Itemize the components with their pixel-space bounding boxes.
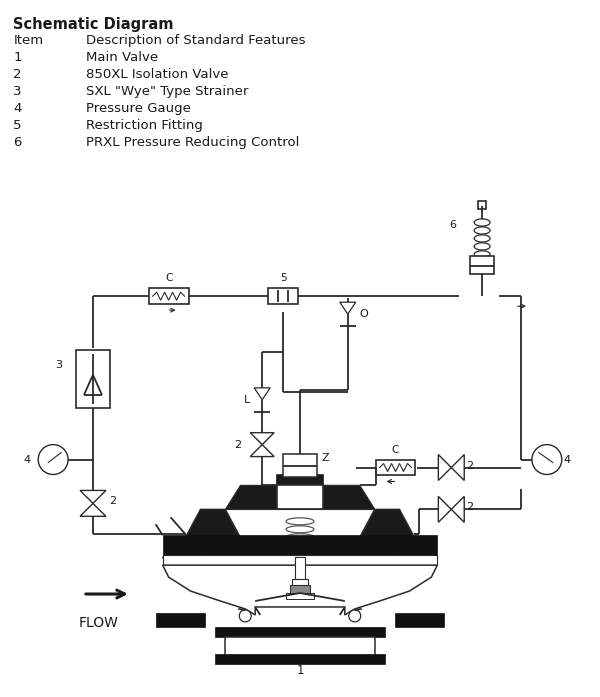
Bar [76,350,110,408]
Polygon shape [340,302,356,314]
Text: 3: 3 [55,360,62,370]
Text: 3: 3 [13,85,22,98]
Text: C: C [392,445,399,454]
Polygon shape [250,445,274,457]
Bar [215,654,385,664]
Text: 1: 1 [296,664,304,677]
Polygon shape [254,388,270,400]
Text: C: C [165,273,172,283]
Bar [376,459,415,475]
Text: 2: 2 [466,461,473,470]
Bar [395,535,437,557]
Polygon shape [163,557,437,565]
Text: 5: 5 [13,119,22,132]
Text: 4: 4 [564,454,571,465]
Bar [226,637,374,657]
Bar [149,289,188,304]
Polygon shape [80,491,106,503]
Bar [163,535,205,557]
Text: 6: 6 [13,136,22,149]
Text: FLOW: FLOW [79,616,119,630]
Text: Restriction Fitting: Restriction Fitting [86,119,203,132]
Text: 5: 5 [280,273,286,283]
Text: O: O [360,309,368,319]
Text: 850XL Isolation Valve: 850XL Isolation Valve [86,68,229,81]
Circle shape [239,610,251,622]
Bar [155,613,205,627]
Text: 2: 2 [235,440,241,450]
Text: 2: 2 [109,496,116,507]
Circle shape [532,445,562,475]
Text: Item: Item [13,34,43,47]
Text: 1: 1 [13,51,22,64]
Text: 6: 6 [449,220,456,231]
Polygon shape [250,433,274,445]
Text: SXL "Wye" Type Strainer: SXL "Wye" Type Strainer [86,85,248,98]
Bar [277,475,323,485]
Bar [292,579,308,585]
Polygon shape [226,510,374,537]
Polygon shape [185,510,240,537]
Bar [478,201,486,208]
Circle shape [38,445,68,475]
Text: PRXL Pressure Reducing Control: PRXL Pressure Reducing Control [86,136,299,149]
Polygon shape [360,510,415,537]
Circle shape [349,610,361,622]
Polygon shape [226,485,277,510]
Bar [395,613,445,627]
Text: 4: 4 [23,454,31,465]
Text: L: L [244,395,251,405]
Text: Description of Standard Features: Description of Standard Features [86,34,305,47]
Bar [268,289,298,304]
Text: Z: Z [322,452,329,463]
Text: Pressure Gauge: Pressure Gauge [86,102,191,115]
Polygon shape [323,485,374,510]
Text: 2: 2 [13,68,22,81]
Text: 4: 4 [13,102,22,115]
Bar [286,593,314,599]
Polygon shape [163,565,437,615]
Bar [470,256,494,275]
Bar [295,557,305,582]
Polygon shape [439,496,451,522]
Bar [290,585,310,593]
Polygon shape [80,503,106,516]
Bar [163,556,437,565]
Bar [277,485,323,510]
Polygon shape [451,496,464,522]
Polygon shape [451,454,464,480]
Text: Schematic Diagram: Schematic Diagram [13,17,174,32]
Text: Main Valve: Main Valve [86,51,158,64]
Polygon shape [439,454,451,480]
Text: 2: 2 [466,503,473,512]
Bar [283,454,317,477]
Bar [205,535,395,557]
Bar [215,627,385,637]
